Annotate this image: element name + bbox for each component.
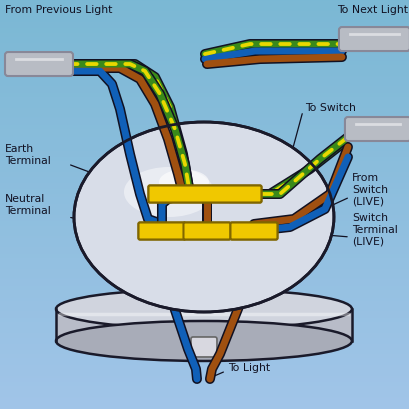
FancyBboxPatch shape [5, 53, 73, 77]
FancyBboxPatch shape [138, 223, 185, 240]
Text: From
Switch
(LIVE): From Switch (LIVE) [351, 173, 387, 206]
Text: Neutral
Terminal: Neutral Terminal [5, 194, 51, 215]
FancyBboxPatch shape [230, 223, 277, 240]
Text: To Next Light: To Next Light [336, 5, 407, 15]
FancyBboxPatch shape [344, 118, 409, 142]
Text: Live
Terminal: Live Terminal [169, 247, 214, 269]
FancyBboxPatch shape [183, 223, 230, 240]
FancyBboxPatch shape [338, 28, 409, 52]
Ellipse shape [74, 123, 333, 312]
FancyBboxPatch shape [191, 337, 216, 357]
Ellipse shape [124, 168, 213, 218]
FancyBboxPatch shape [230, 223, 277, 240]
FancyBboxPatch shape [138, 223, 185, 240]
Text: To Switch: To Switch [304, 103, 355, 113]
Ellipse shape [56, 289, 351, 329]
Ellipse shape [56, 321, 351, 361]
Text: To Light: To Light [227, 362, 270, 372]
Text: Earth
Terminal: Earth Terminal [5, 144, 51, 165]
Text: From Previous Light: From Previous Light [5, 5, 112, 15]
FancyBboxPatch shape [148, 186, 261, 203]
Ellipse shape [159, 170, 209, 195]
FancyBboxPatch shape [148, 186, 261, 203]
Text: Switch
Terminal
(LIVE): Switch Terminal (LIVE) [351, 213, 397, 246]
FancyBboxPatch shape [183, 223, 230, 240]
Polygon shape [56, 309, 351, 341]
